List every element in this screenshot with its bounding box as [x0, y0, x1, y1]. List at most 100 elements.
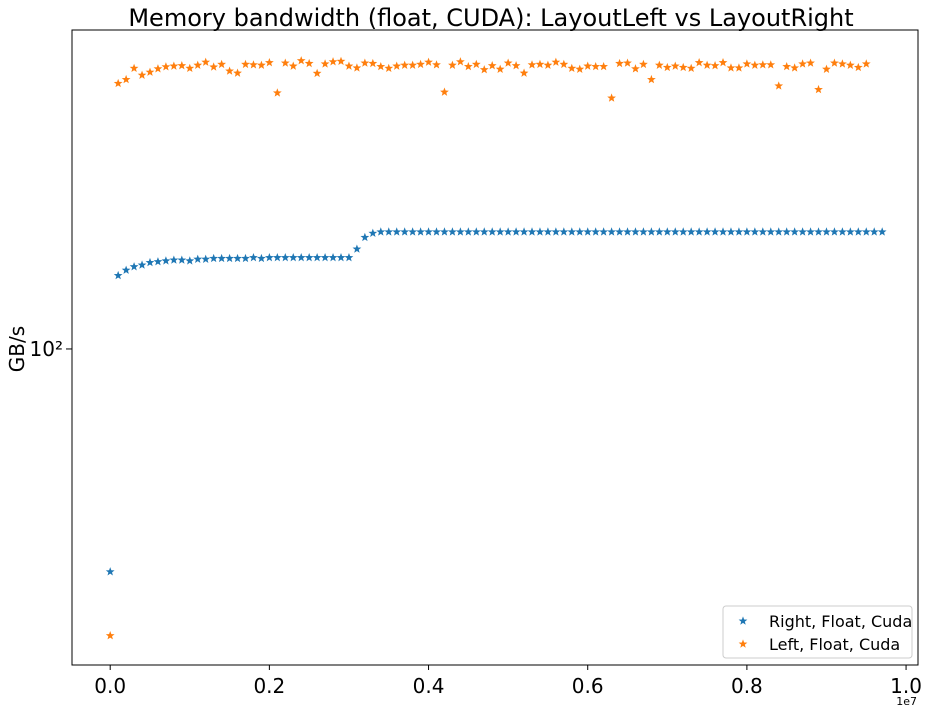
- data-point: [869, 227, 879, 236]
- legend-marker: [738, 639, 748, 648]
- data-point: [201, 57, 211, 66]
- data-point: [774, 227, 784, 236]
- data-point: [678, 227, 688, 236]
- data-point: [559, 59, 569, 69]
- data-point: [161, 256, 171, 265]
- data-point: [647, 227, 656, 236]
- data-point: [766, 227, 776, 236]
- data-point: [424, 227, 433, 236]
- data-point: [495, 227, 505, 236]
- data-point: [344, 253, 354, 262]
- data-point: [257, 60, 266, 69]
- data-point: [312, 68, 322, 78]
- data-point: [169, 255, 179, 264]
- data-point: [845, 227, 855, 236]
- data-point: [790, 227, 800, 236]
- data-point: [392, 227, 402, 236]
- x-tick-label: 1.0: [890, 674, 922, 698]
- data-point: [814, 227, 823, 236]
- data-point: [193, 60, 203, 69]
- data-point: [448, 60, 457, 69]
- data-point: [177, 61, 187, 70]
- data-point: [551, 57, 561, 66]
- data-point: [408, 60, 417, 69]
- data-point: [551, 227, 561, 236]
- data-point: [272, 253, 282, 262]
- data-point: [288, 253, 298, 262]
- data-point: [352, 63, 362, 72]
- data-point: [487, 227, 497, 236]
- data-point: [296, 56, 306, 65]
- data-point: [368, 58, 378, 68]
- data-point: [265, 58, 274, 67]
- data-point: [662, 227, 672, 236]
- data-point: [511, 227, 521, 236]
- data-point: [129, 262, 139, 271]
- data-point: [217, 59, 226, 69]
- data-point: [209, 62, 219, 71]
- legend: Right, Float, Cuda Left, Float, Cuda: [722, 605, 913, 659]
- data-point: [861, 227, 871, 236]
- data-point: [161, 62, 171, 71]
- data-point: [647, 74, 656, 84]
- y-axis-label: GB/s: [5, 326, 29, 372]
- data-point: [479, 65, 489, 74]
- data-point: [376, 227, 386, 236]
- data-point: [153, 257, 163, 266]
- data-point: [384, 63, 394, 73]
- data-point: [463, 227, 473, 236]
- data-point: [766, 60, 776, 69]
- data-point: [360, 58, 370, 67]
- data-point: [503, 227, 513, 236]
- data-point: [217, 253, 226, 263]
- data-point: [678, 62, 688, 72]
- data-point: [782, 227, 792, 236]
- data-point: [654, 60, 664, 69]
- data-point: [320, 59, 330, 68]
- data-point: [853, 62, 863, 72]
- data-point: [838, 59, 847, 68]
- data-point: [440, 227, 449, 236]
- data-point: [352, 244, 362, 253]
- data-point: [575, 227, 585, 236]
- data-point: [583, 227, 593, 236]
- data-point: [280, 58, 290, 67]
- legend-label: Left, Float, Cuda: [769, 635, 900, 654]
- data-point: [265, 253, 274, 262]
- data-point: [639, 59, 648, 69]
- data-point: [169, 61, 179, 70]
- data-point: [567, 227, 577, 236]
- data-point: [185, 256, 195, 265]
- data-point: [241, 59, 250, 69]
- data-point: [654, 227, 664, 236]
- data-point: [599, 227, 609, 236]
- data-point: [838, 227, 847, 236]
- data-point: [742, 227, 752, 236]
- data-point: [734, 227, 744, 236]
- data-point: [750, 60, 760, 69]
- data-point: [304, 58, 314, 68]
- data-point: [137, 260, 147, 269]
- data-point: [782, 61, 792, 71]
- data-point: [631, 227, 640, 236]
- data-point: [822, 64, 831, 73]
- data-point: [392, 61, 402, 70]
- data-point: [336, 56, 346, 66]
- data-point: [105, 567, 115, 576]
- data-point: [113, 78, 123, 88]
- data-point: [312, 253, 322, 262]
- y-tick-label: 10²: [30, 337, 63, 361]
- data-point: [742, 59, 752, 68]
- data-point: [861, 59, 871, 68]
- data-point: [424, 57, 433, 66]
- data-point: [806, 227, 815, 236]
- x-tick-label: 0.4: [413, 674, 445, 698]
- data-point: [257, 253, 266, 263]
- data-point: [615, 227, 624, 236]
- data-point: [145, 257, 155, 267]
- x-offset-label: 1e7: [896, 695, 917, 708]
- data-point: [296, 253, 306, 262]
- data-point: [726, 63, 736, 72]
- data-point: [559, 227, 569, 236]
